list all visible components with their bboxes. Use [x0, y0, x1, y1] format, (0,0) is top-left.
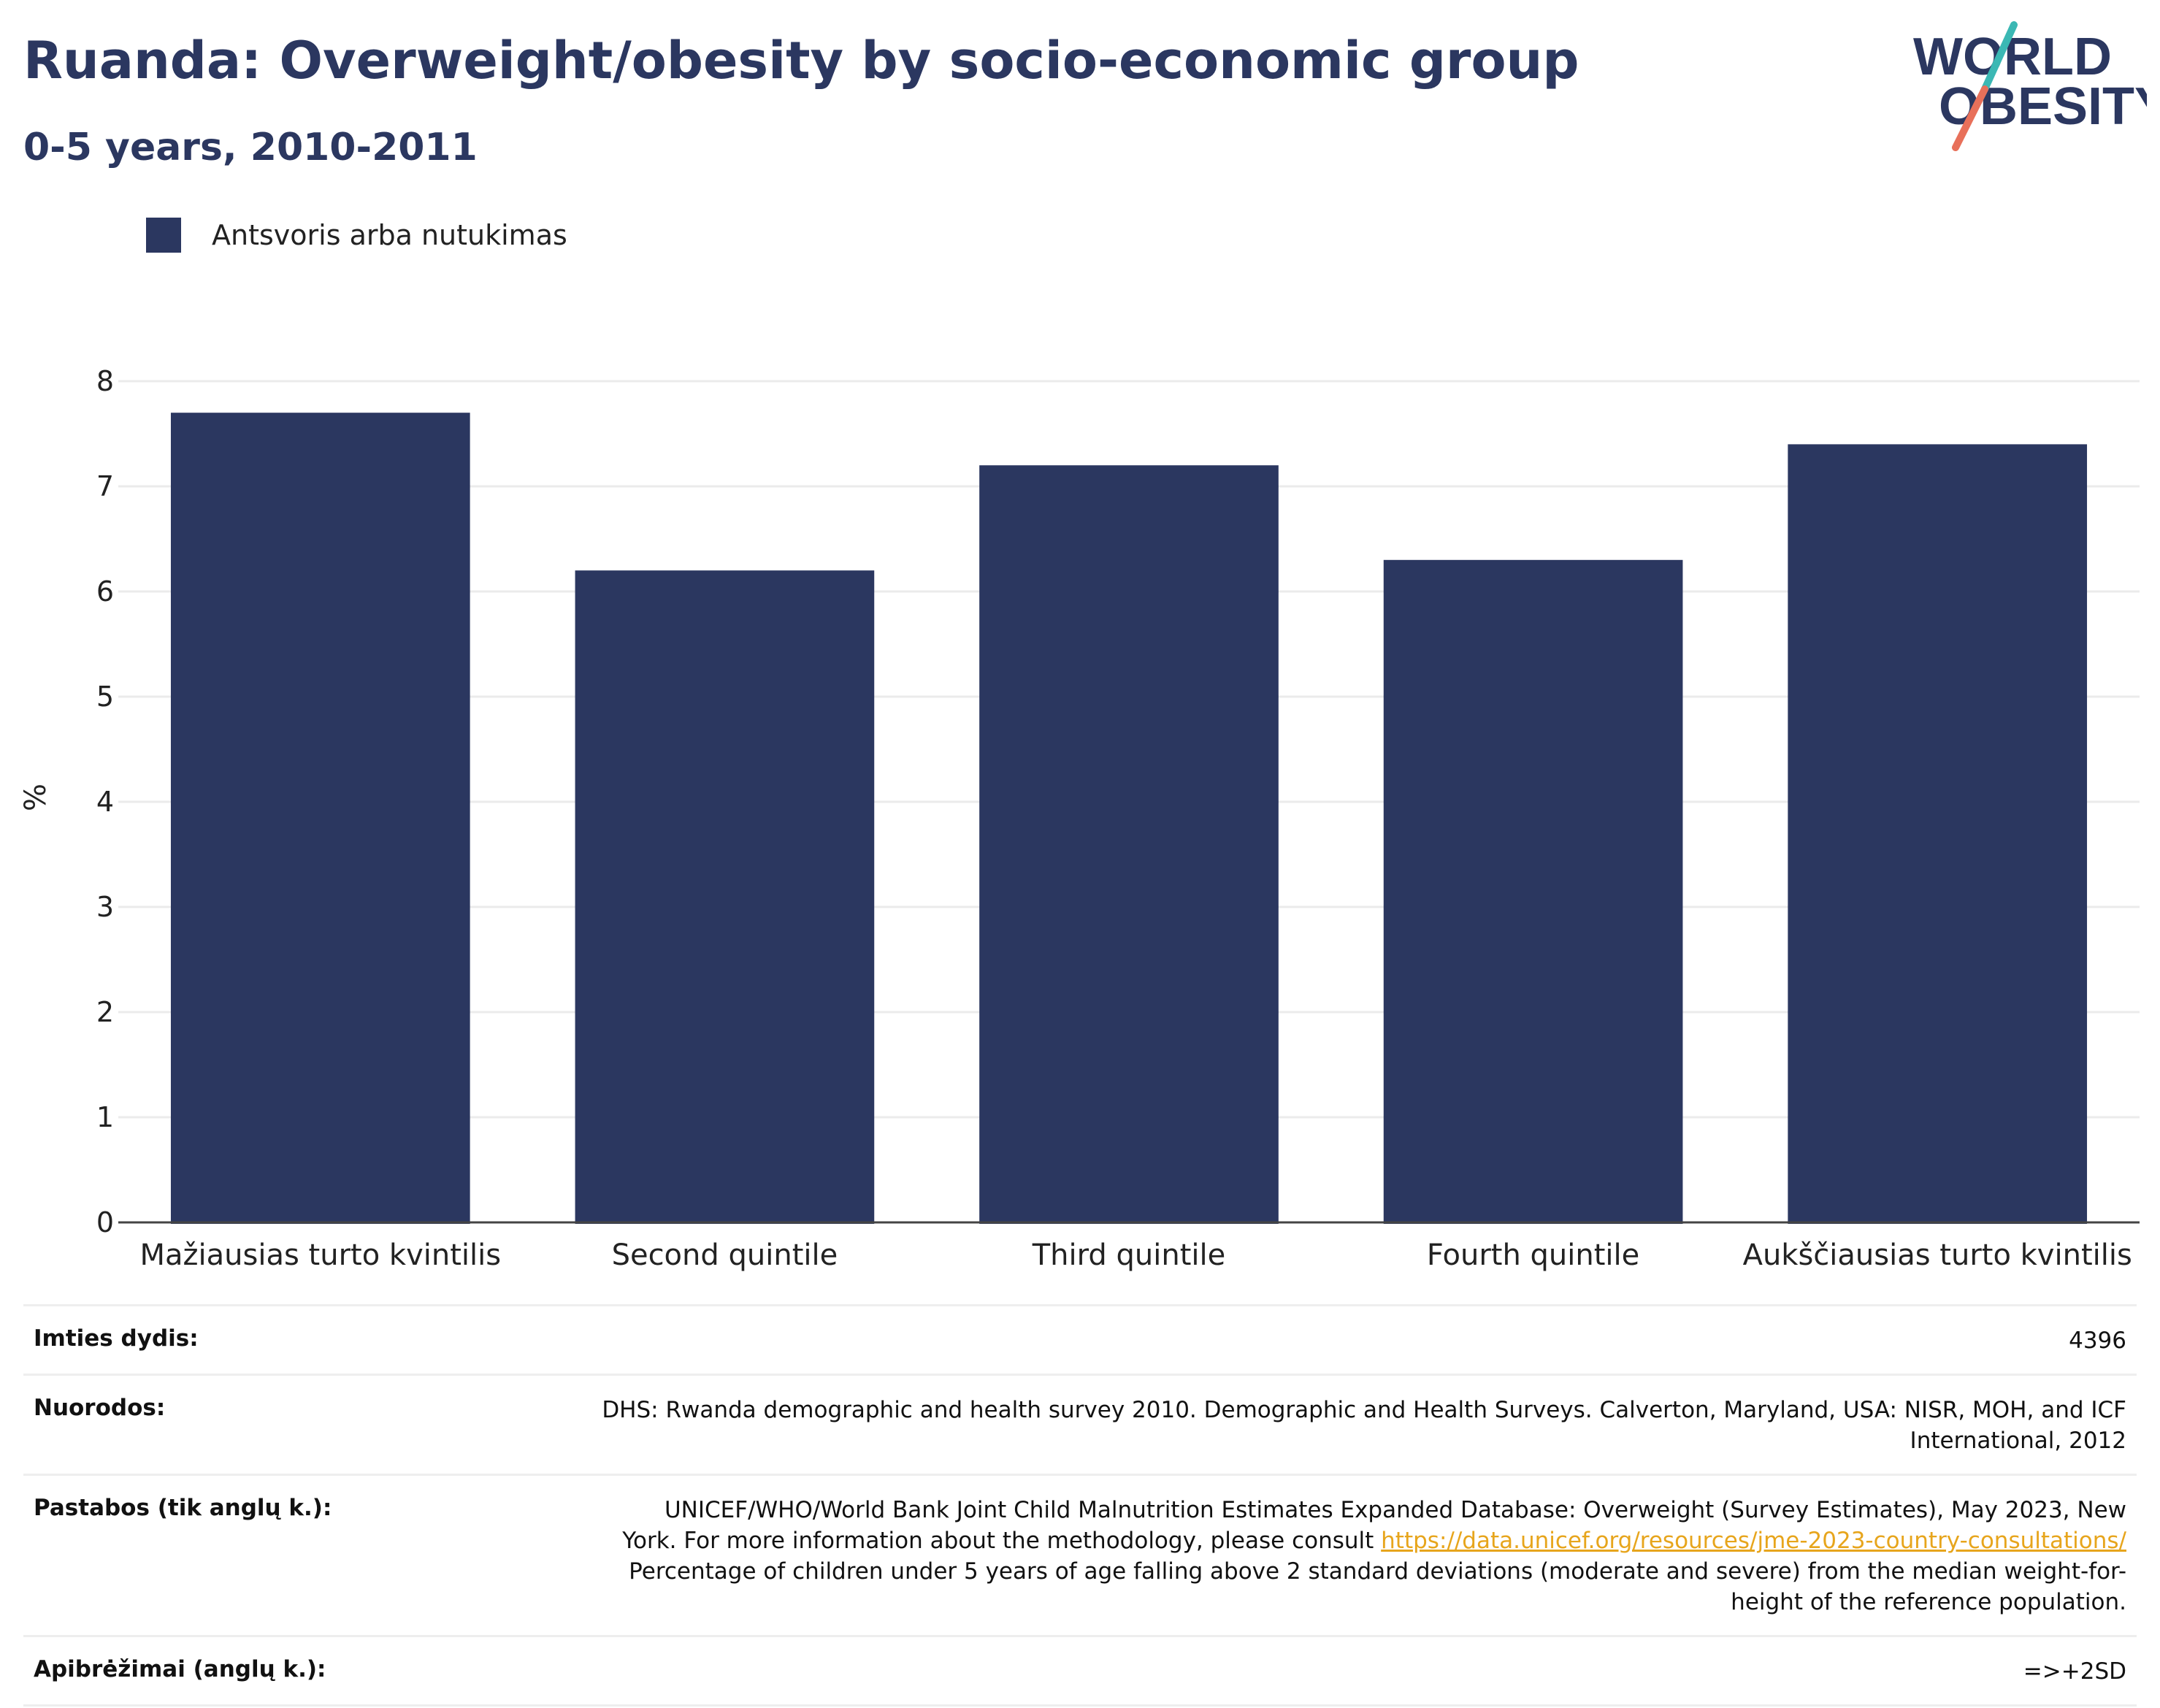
definitions-label: Apibrėžimai (anglų k.):	[34, 1656, 326, 1682]
x-tick-label: Mažiausias turto kvintilis	[140, 1238, 502, 1272]
y-tick-label: 6	[96, 575, 114, 608]
x-tick-label: Third quintile	[1032, 1238, 1225, 1272]
chart-subtitle: 0-5 years, 2010-2011	[23, 126, 478, 169]
chart-title: Ruanda: Overweight/obesity by socio-econ…	[23, 31, 1579, 91]
y-axis-label: %	[19, 784, 53, 811]
bar-1[interactable]	[170, 413, 470, 1225]
notes-value: UNICEF/WHO/World Bank Joint Child Malnut…	[443, 1495, 2126, 1617]
legend-label: Antsvoris arba nutukimas	[212, 219, 567, 251]
y-tick-label: 1	[96, 1101, 114, 1133]
bar-2[interactable]	[575, 570, 875, 1224]
bar-3[interactable]	[979, 465, 1279, 1225]
y-tick-label: 2	[96, 996, 114, 1028]
bar-5[interactable]	[1788, 444, 2088, 1224]
row-notes: Pastabos (tik anglų k.): UNICEF/WHO/Worl…	[23, 1474, 2137, 1635]
y-tick-label: 5	[96, 681, 114, 713]
notes-line-3: Percentage of children under 5 years of …	[629, 1558, 2126, 1585]
sample-size-value: 4396	[2069, 1328, 2126, 1354]
legend-swatch	[146, 218, 181, 253]
bars	[170, 413, 2088, 1225]
notes-line-4: height of the reference population.	[1731, 1589, 2126, 1615]
y-tick-label: 0	[96, 1206, 114, 1238]
y-tick-label: 7	[96, 470, 114, 502]
x-tick-label: Aukščiausias turto kvintilis	[1743, 1238, 2132, 1272]
notes-line-1: UNICEF/WHO/World Bank Joint Child Malnut…	[664, 1497, 2126, 1523]
definitions-value: =>+2SD	[2023, 1658, 2126, 1685]
logo-word-world: WORLD	[1913, 28, 2112, 86]
world-obesity-logo: WORLD OBESITY	[1913, 21, 2147, 151]
x-axis-ticks: Mažiausias turto kvintilis Second quintil…	[140, 1238, 2132, 1272]
logo-slash-teal	[1981, 21, 2018, 93]
info-table: Imties dydis: 4396 Nuorodos: DHS: Rwanda…	[23, 1304, 2137, 1707]
notes-label: Pastabos (tik anglų k.):	[34, 1495, 332, 1521]
x-tick-label: Second quintile	[612, 1238, 838, 1272]
methodology-link[interactable]: https://data.unicef.org/resources/jme-20…	[1381, 1528, 2126, 1554]
references-value: DHS: Rwanda demographic and health surve…	[443, 1395, 2126, 1456]
references-line-1: DHS: Rwanda demographic and health surve…	[602, 1397, 2126, 1423]
row-sample-size: Imties dydis: 4396	[23, 1304, 2137, 1374]
sample-size-label: Imties dydis:	[34, 1325, 199, 1352]
y-tick-label: 8	[96, 365, 114, 397]
x-tick-label: Fourth quintile	[1427, 1238, 1639, 1272]
references-line-2: International, 2012	[1910, 1428, 2126, 1454]
notes-line-2: York. For more information about the met…	[443, 1525, 2126, 1556]
chart-legend[interactable]: Antsvoris arba nutukimas	[146, 216, 567, 254]
notes-line-2-text: York. For more information about the met…	[622, 1528, 1382, 1554]
logo-slash-coral	[1952, 85, 1988, 151]
bar-chart: 0 1 2 3 4 5 6 7 8 Mažiausias turto kvintilis Seco…	[19, 365, 2140, 1272]
row-references: Nuorodos: DHS: Rwanda demographic and he…	[23, 1374, 2137, 1474]
row-definitions: Apibrėžimai (anglų k.): =>+2SD	[23, 1635, 2137, 1707]
y-tick-label: 3	[96, 891, 114, 923]
y-tick-label: 4	[96, 786, 114, 818]
bar-4[interactable]	[1383, 559, 1683, 1224]
references-label: Nuorodos:	[34, 1395, 166, 1421]
y-axis-ticks: 0 1 2 3 4 5 6 7 8	[96, 365, 114, 1238]
